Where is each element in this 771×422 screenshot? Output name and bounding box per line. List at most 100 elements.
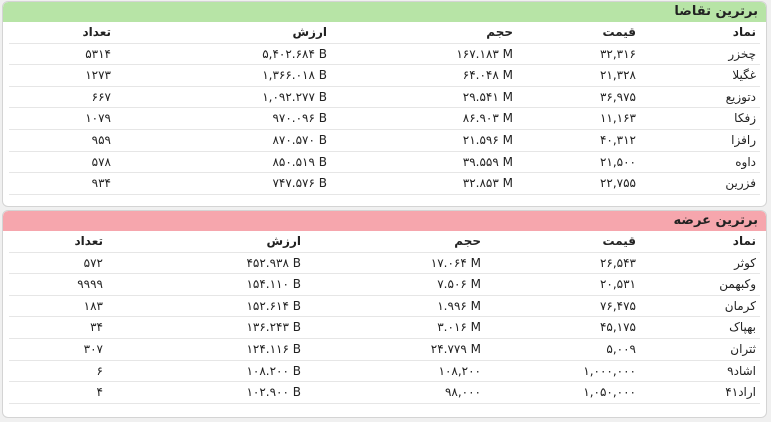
header-volume: حجم	[454, 234, 481, 248]
cell-count: ۹۵۹	[91, 132, 111, 147]
cell-value: ۱۰۲.۹۰۰ B	[246, 385, 301, 400]
cell-volume: ۲۹.۵۴۱ M	[462, 89, 513, 104]
top-supply-title: برترین عرضه	[673, 213, 758, 228]
table-row[interactable]: چخزر ۳۲,۳۱۶ ۱۶۷.۱۸۳ M ۵,۴۰۲.۶۸۴ B ۵۳۱۴	[3, 44, 766, 66]
header-price: قیمت	[602, 234, 636, 248]
row-divider	[9, 273, 760, 275]
cell-volume: ۶۴.۰۴۸ M	[462, 68, 513, 83]
cell-price: ۲۱,۵۰۰	[599, 154, 636, 169]
cell-symbol: داوه	[735, 154, 756, 169]
cell-value: ۷۴۷.۵۷۶ B	[272, 176, 327, 191]
table-row[interactable]: رافزا ۴۰,۳۱۲ ۲۱.۵۹۶ M ۸۷۰.۵۷۰ B ۹۵۹	[3, 130, 766, 152]
cell-count: ۴	[96, 385, 103, 400]
row-divider	[9, 150, 760, 152]
table-row[interactable]: کوثر ۲۶,۵۴۳ ۱۷.۰۶۴ M ۴۵۲.۹۳۸ B ۵۷۲	[3, 253, 766, 275]
cell-value: ۱۰۸.۲۰۰ B	[246, 363, 301, 378]
cell-symbol: ثتران	[730, 341, 756, 356]
row-divider	[9, 172, 760, 174]
cell-symbol: زفکا	[734, 111, 756, 126]
cell-volume: ۳۲.۸۵۳ M	[462, 176, 513, 191]
cell-count: ۵۳۱۴	[85, 46, 111, 61]
cell-count: ۱۸۳	[83, 298, 103, 313]
header-value: ارزش	[266, 234, 302, 248]
row-divider	[9, 85, 760, 87]
cell-value: ۱۵۲.۶۱۴ B	[246, 298, 301, 313]
cell-symbol: کوثر	[734, 255, 756, 270]
cell-value: ۱۳۶.۲۴۳ B	[246, 320, 301, 335]
table-row[interactable]: اراد۴۱ ۱,۰۵۰,۰۰۰ ۹۸,۰۰۰ ۱۰۲.۹۰۰ B ۴	[3, 382, 766, 404]
row-divider	[9, 64, 760, 66]
cell-price: ۲۰,۵۳۱	[599, 277, 636, 292]
table-row[interactable]: کرمان ۷۶,۴۷۵ ۱.۹۹۶ M ۱۵۲.۶۱۴ B ۱۸۳	[3, 296, 766, 318]
cell-price: ۱,۰۵۰,۰۰۰	[583, 385, 636, 400]
cell-count: ۵۷۲	[83, 255, 103, 270]
cell-value: ۱۵۴.۱۱۰ B	[246, 277, 301, 292]
cell-price: ۴۵,۱۷۵	[599, 320, 636, 335]
cell-count: ۹۳۴	[91, 176, 111, 191]
row-divider	[9, 128, 760, 130]
cell-volume: ۲۴.۷۷۹ M	[430, 341, 481, 356]
table-row[interactable]: فزرین ۲۲,۷۵۵ ۳۲.۸۵۳ M ۷۴۷.۵۷۶ B ۹۳۴	[3, 173, 766, 195]
cell-value: ۵,۴۰۲.۶۸۴ B	[262, 46, 327, 61]
top-demand-header: برترین تقاضا	[3, 2, 766, 22]
cell-symbol: غگیلا	[732, 68, 756, 83]
cell-volume: ۳.۰۱۶ M	[437, 320, 481, 335]
cell-volume: ۳۹.۵۵۹ M	[462, 154, 513, 169]
cell-volume: ۸۶.۹۰۳ M	[462, 111, 513, 126]
cell-volume: ۱۰۸,۲۰۰	[438, 363, 482, 378]
row-divider	[9, 402, 760, 404]
cell-volume: ۹۸,۰۰۰	[444, 385, 481, 400]
cell-symbol: اراد۴۱	[725, 385, 756, 400]
cell-count: ۶	[96, 363, 103, 378]
top-demand-table: نماد قیمت حجم ارزش تعداد چخزر ۳۲,۳۱۶ ۱۶۷.۱۸۳ M ۵…	[3, 22, 766, 195]
cell-volume: ۱۷.۰۶۴ M	[430, 255, 481, 270]
cell-count: ۶۶۷	[91, 89, 111, 104]
table-row[interactable]: اشاد۹ ۱,۰۰۰,۰۰۰ ۱۰۸,۲۰۰ ۱۰۸.۲۰۰ B ۶	[3, 361, 766, 383]
table-header-row: نماد قیمت حجم ارزش تعداد	[3, 231, 766, 253]
row-divider	[9, 107, 760, 109]
cell-symbol: فزرین	[725, 176, 756, 191]
table-row[interactable]: غگیلا ۲۱,۳۲۸ ۶۴.۰۴۸ M ۱,۳۶۶.۰۱۸ B ۱۲۷۳	[3, 65, 766, 87]
cell-volume: ۱.۹۹۶ M	[437, 298, 481, 313]
top-supply-panel: برترین عرضه نماد قیمت حجم ارزش تعداد کوثر ۲۶,۵…	[2, 210, 767, 418]
cell-value: ۱,۳۶۶.۰۱۸ B	[262, 68, 327, 83]
cell-price: ۵,۰۰۹	[606, 341, 636, 356]
cell-price: ۱,۰۰۰,۰۰۰	[583, 363, 636, 378]
cell-symbol: وکبهمن	[719, 277, 756, 292]
cell-count: ۵۷۸	[91, 154, 111, 169]
row-divider	[9, 251, 760, 253]
table-row[interactable]: داوه ۲۱,۵۰۰ ۳۹.۵۵۹ M ۸۵۰.۵۱۹ B ۵۷۸	[3, 152, 766, 174]
header-symbol: نماد	[732, 234, 756, 248]
top-supply-header: برترین عرضه	[3, 211, 766, 231]
header-count: تعداد	[74, 234, 103, 248]
cell-count: ۹۹۹۹	[77, 277, 103, 292]
row-divider	[9, 294, 760, 296]
header-count: تعداد	[82, 25, 111, 39]
cell-value: ۱۲۴.۱۱۶ B	[246, 341, 301, 356]
top-demand-panel: برترین تقاضا نماد قیمت حجم ارزش تعداد چخزر ۳۲,…	[2, 1, 767, 207]
cell-price: ۷۶,۴۷۵	[599, 298, 636, 313]
table-row[interactable]: دتوزیع ۳۶,۹۷۵ ۲۹.۵۴۱ M ۱,۰۹۲.۲۷۷ B ۶۶۷	[3, 87, 766, 109]
table-row[interactable]: وکبهمن ۲۰,۵۳۱ ۷.۵۰۶ M ۱۵۴.۱۱۰ B ۹۹۹۹	[3, 274, 766, 296]
row-divider	[9, 381, 760, 383]
header-volume: حجم	[486, 25, 513, 39]
top-demand-title: برترین تقاضا	[674, 4, 758, 19]
row-divider	[9, 193, 760, 195]
row-divider	[9, 359, 760, 361]
cell-price: ۳۶,۹۷۵	[599, 89, 636, 104]
cell-price: ۲۶,۵۴۳	[599, 255, 636, 270]
row-divider	[9, 337, 760, 339]
cell-volume: ۱۶۷.۱۸۳ M	[456, 46, 513, 61]
header-value: ارزش	[292, 25, 328, 39]
cell-symbol: بهپاک	[729, 320, 756, 335]
table-row[interactable]: ثتران ۵,۰۰۹ ۲۴.۷۷۹ M ۱۲۴.۱۱۶ B ۳۰۷	[3, 339, 766, 361]
row-divider	[9, 316, 760, 318]
cell-symbol: اشاد۹	[727, 363, 756, 378]
header-price: قیمت	[602, 25, 636, 39]
table-row[interactable]: زفکا ۱۱,۱۶۳ ۸۶.۹۰۳ M ۹۷۰.۰۹۶ B ۱۰۷۹	[3, 108, 766, 130]
table-header-row: نماد قیمت حجم ارزش تعداد	[3, 22, 766, 44]
row-divider	[9, 42, 760, 44]
table-row[interactable]: بهپاک ۴۵,۱۷۵ ۳.۰۱۶ M ۱۳۶.۲۴۳ B ۳۴	[3, 317, 766, 339]
cell-price: ۲۲,۷۵۵	[599, 176, 636, 191]
cell-count: ۱۰۷۹	[85, 111, 111, 126]
